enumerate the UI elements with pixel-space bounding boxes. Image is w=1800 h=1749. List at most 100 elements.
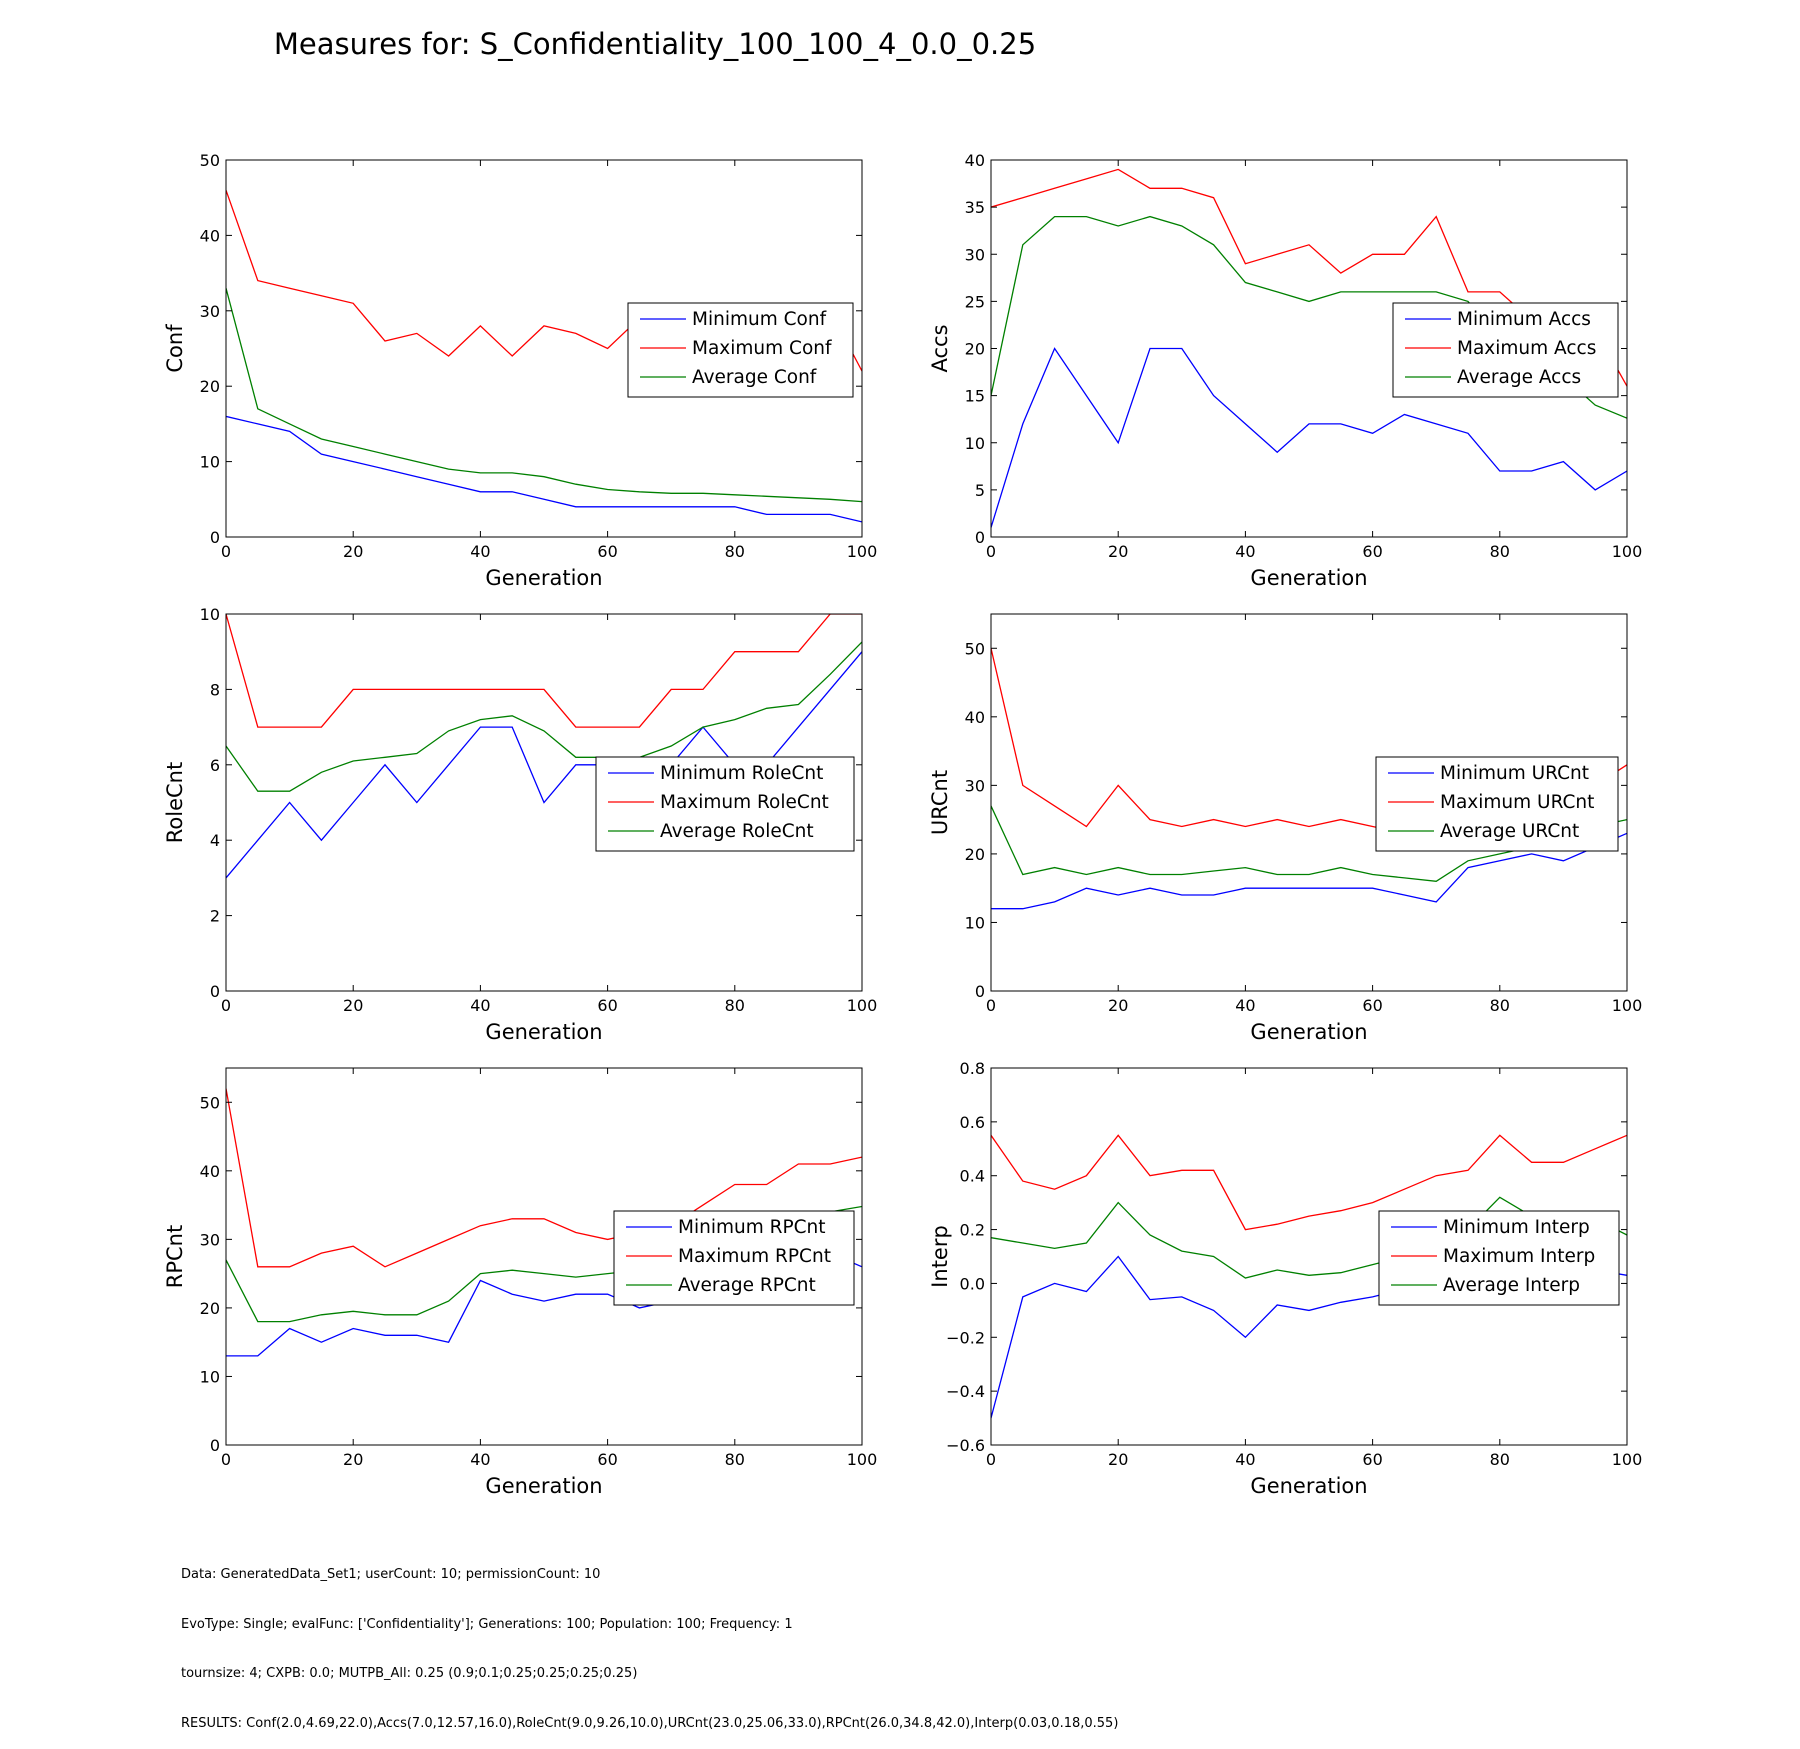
- y-tick-label: 10: [965, 434, 985, 453]
- figure: Measures for: S_Confidentiality_100_100_…: [163, 27, 1643, 1498]
- legend-entry: Minimum RoleCnt: [660, 763, 823, 784]
- y-tick-label: −0.2: [946, 1328, 985, 1347]
- legend: Minimum RPCnt Maximum RPCnt Average RPCnt: [613, 1210, 855, 1306]
- legend: Minimum Accs Maximum Accs Average Accs: [1392, 302, 1619, 398]
- x-tick-label: 80: [725, 1450, 745, 1469]
- x-axis-label: Generation: [1250, 1020, 1367, 1044]
- legend-entry: Maximum RoleCnt: [660, 792, 829, 813]
- y-tick-label: 30: [200, 1230, 220, 1249]
- y-tick-label: 40: [200, 226, 220, 245]
- y-tick-label: 6: [210, 756, 220, 775]
- y-tick-label: 0: [975, 528, 985, 547]
- chart-panel-rpcnt: 0 20 40 60 80 100 0 10 20 30 40 50 Generation RPCnt Mi…: [163, 1067, 877, 1498]
- legend-entry: Average RPCnt: [678, 1275, 816, 1296]
- chart-panel-interp: 0 20 40 60 80 100 −0.6 −0.4 −0.2 0.0 0.2 0.4 0.6 0.8 G…: [928, 1059, 1642, 1498]
- figure-title: Measures for: S_Confidentiality_100_100_…: [274, 27, 1036, 61]
- chart-panel-rolecnt: 0 20 40 60 80 100 0 2 4 6 8 10 Generation RoleCnt Mini…: [163, 605, 877, 1044]
- legend: Minimum Interp Maximum Interp Average Inte…: [1378, 1210, 1620, 1306]
- x-tick-label: 40: [1235, 1450, 1255, 1469]
- legend-entry: Average RoleCnt: [660, 821, 814, 842]
- y-tick-label: 20: [965, 845, 985, 864]
- x-tick-label: 0: [986, 996, 996, 1015]
- x-tick-label: 60: [1362, 542, 1382, 561]
- y-tick-label: 20: [965, 340, 985, 359]
- footer-line-3: tournsize: 4; CXPB: 0.0; MUTPB_All: 0.25…: [181, 1666, 638, 1681]
- y-tick-label: 15: [965, 387, 985, 406]
- x-tick-label: 20: [1108, 542, 1128, 561]
- x-tick-label: 40: [470, 1450, 490, 1469]
- legend-entry: Average URCnt: [1440, 821, 1579, 842]
- plot-frame: [225, 159, 863, 538]
- x-tick-label: 60: [597, 996, 617, 1015]
- y-tick-label: 10: [200, 605, 220, 624]
- x-tick-label: 20: [343, 542, 363, 561]
- legend-entry: Maximum RPCnt: [678, 1246, 831, 1267]
- x-tick-label: 100: [1612, 542, 1643, 561]
- y-tick-label: 50: [965, 639, 985, 658]
- x-tick-label: 0: [986, 1450, 996, 1469]
- y-tick-label: 40: [965, 151, 985, 170]
- y-tick-label: 40: [200, 1162, 220, 1181]
- x-tick-label: 40: [470, 996, 490, 1015]
- x-tick-label: 20: [343, 1450, 363, 1469]
- y-axis-label: Interp: [928, 1225, 952, 1288]
- footer-line-1: Data: GeneratedData_Set1; userCount: 10;…: [181, 1567, 601, 1582]
- y-tick-label: −0.6: [946, 1436, 985, 1455]
- series-line-minimum-urcnt: [991, 832, 1627, 910]
- legend-entry: Minimum URCnt: [1440, 763, 1589, 784]
- series-line-maximum-rpcnt: [226, 1088, 862, 1268]
- y-axis-label: Conf: [163, 324, 187, 373]
- legend-entry: Minimum Conf: [692, 309, 827, 330]
- y-tick-label: 50: [200, 151, 220, 170]
- legend: Minimum Conf Maximum Conf Average Conf: [627, 302, 854, 398]
- y-tick-label: 0: [210, 982, 220, 1001]
- y-tick-label: 0.8: [960, 1059, 985, 1078]
- plot-frame: [990, 613, 1628, 992]
- legend-entry: Maximum Accs: [1457, 338, 1596, 359]
- series-line-maximum-interp: [991, 1134, 1627, 1231]
- y-tick-label: 0: [975, 982, 985, 1001]
- x-tick-label: 80: [725, 542, 745, 561]
- series-line-average-rolecnt: [226, 641, 862, 792]
- legend: Minimum RoleCnt Maximum RoleCnt Average Ro…: [595, 756, 855, 852]
- x-tick-label: 100: [1612, 1450, 1643, 1469]
- y-tick-label: 10: [200, 1367, 220, 1386]
- y-tick-label: 30: [965, 776, 985, 795]
- plot-frame: [225, 613, 863, 992]
- x-tick-label: 60: [597, 542, 617, 561]
- footer-line-4: RESULTS: Conf(2.0,4.69,22.0),Accs(7.0,12…: [181, 1715, 1119, 1731]
- x-tick-label: 60: [1362, 996, 1382, 1015]
- legend-entry: Minimum Accs: [1457, 309, 1591, 330]
- legend-entry: Average Interp: [1443, 1275, 1580, 1296]
- legend: Minimum URCnt Maximum URCnt Average URCnt: [1375, 756, 1619, 852]
- series-line-maximum-rolecnt: [226, 614, 862, 728]
- y-tick-label: 25: [965, 292, 985, 311]
- x-axis-label: Generation: [1250, 566, 1367, 590]
- x-tick-label: 40: [470, 542, 490, 561]
- y-tick-label: 10: [200, 453, 220, 472]
- series-line-minimum-conf: [226, 415, 862, 523]
- y-tick-label: 0: [210, 1436, 220, 1455]
- x-tick-label: 0: [986, 542, 996, 561]
- x-tick-label: 60: [1362, 1450, 1382, 1469]
- x-axis-label: Generation: [485, 566, 602, 590]
- legend-entry: Average Accs: [1457, 367, 1581, 388]
- x-tick-label: 100: [847, 996, 878, 1015]
- y-axis-label: RPCnt: [163, 1225, 187, 1288]
- chart-panel-conf: 0 20 40 60 80 100 0 10 20 30 40 50 Generation Conf Min…: [163, 151, 877, 590]
- legend-entry: Maximum URCnt: [1440, 792, 1594, 813]
- x-axis-label: Generation: [1250, 1474, 1367, 1498]
- y-axis-label: URCnt: [928, 770, 952, 835]
- y-tick-label: 30: [200, 302, 220, 321]
- y-tick-label: 2: [210, 907, 220, 926]
- footer-line-2: EvoType: Single; evalFunc: ['Confidentia…: [181, 1616, 793, 1632]
- x-tick-label: 0: [221, 542, 231, 561]
- x-tick-label: 100: [847, 542, 878, 561]
- x-tick-label: 100: [1612, 996, 1643, 1015]
- x-tick-label: 0: [221, 1450, 231, 1469]
- chart-panel-urcnt: 0 20 40 60 80 100 0 10 20 30 40 50 Generation URCnt Mi…: [928, 613, 1643, 1044]
- y-tick-label: 8: [210, 680, 220, 699]
- legend-entry: Minimum RPCnt: [678, 1217, 826, 1238]
- legend-entry: Maximum Interp: [1443, 1246, 1595, 1267]
- y-tick-label: 10: [965, 913, 985, 932]
